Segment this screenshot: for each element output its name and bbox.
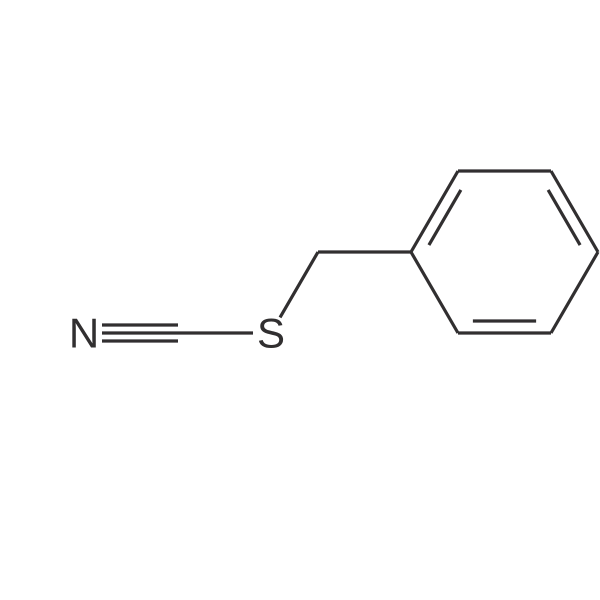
bond [551,252,598,333]
atom-label-n: N [69,310,99,357]
bond [411,252,458,333]
bond [280,252,318,317]
bond [429,190,461,245]
atom-label-s: S [257,310,285,357]
molecule-canvas: NS [0,0,600,600]
bond [551,171,598,252]
bond [411,171,458,252]
bond [548,190,580,245]
